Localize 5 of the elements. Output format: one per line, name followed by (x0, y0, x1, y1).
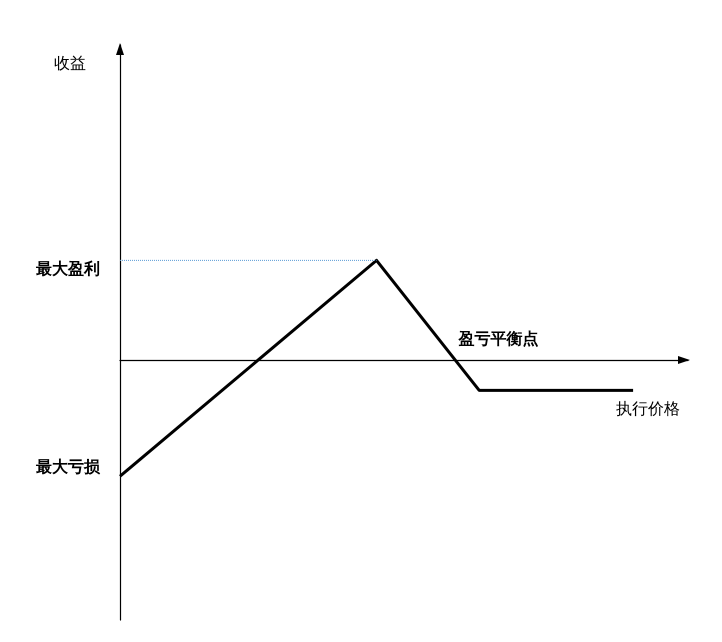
ref-line-label: 最大盈利 (35, 258, 100, 278)
annotation: 盈亏平衡点 (458, 328, 539, 348)
x-axis-title: 执行价格 (616, 398, 680, 418)
text: 最大亏损 (35, 456, 101, 476)
text: 收益 (54, 54, 86, 72)
